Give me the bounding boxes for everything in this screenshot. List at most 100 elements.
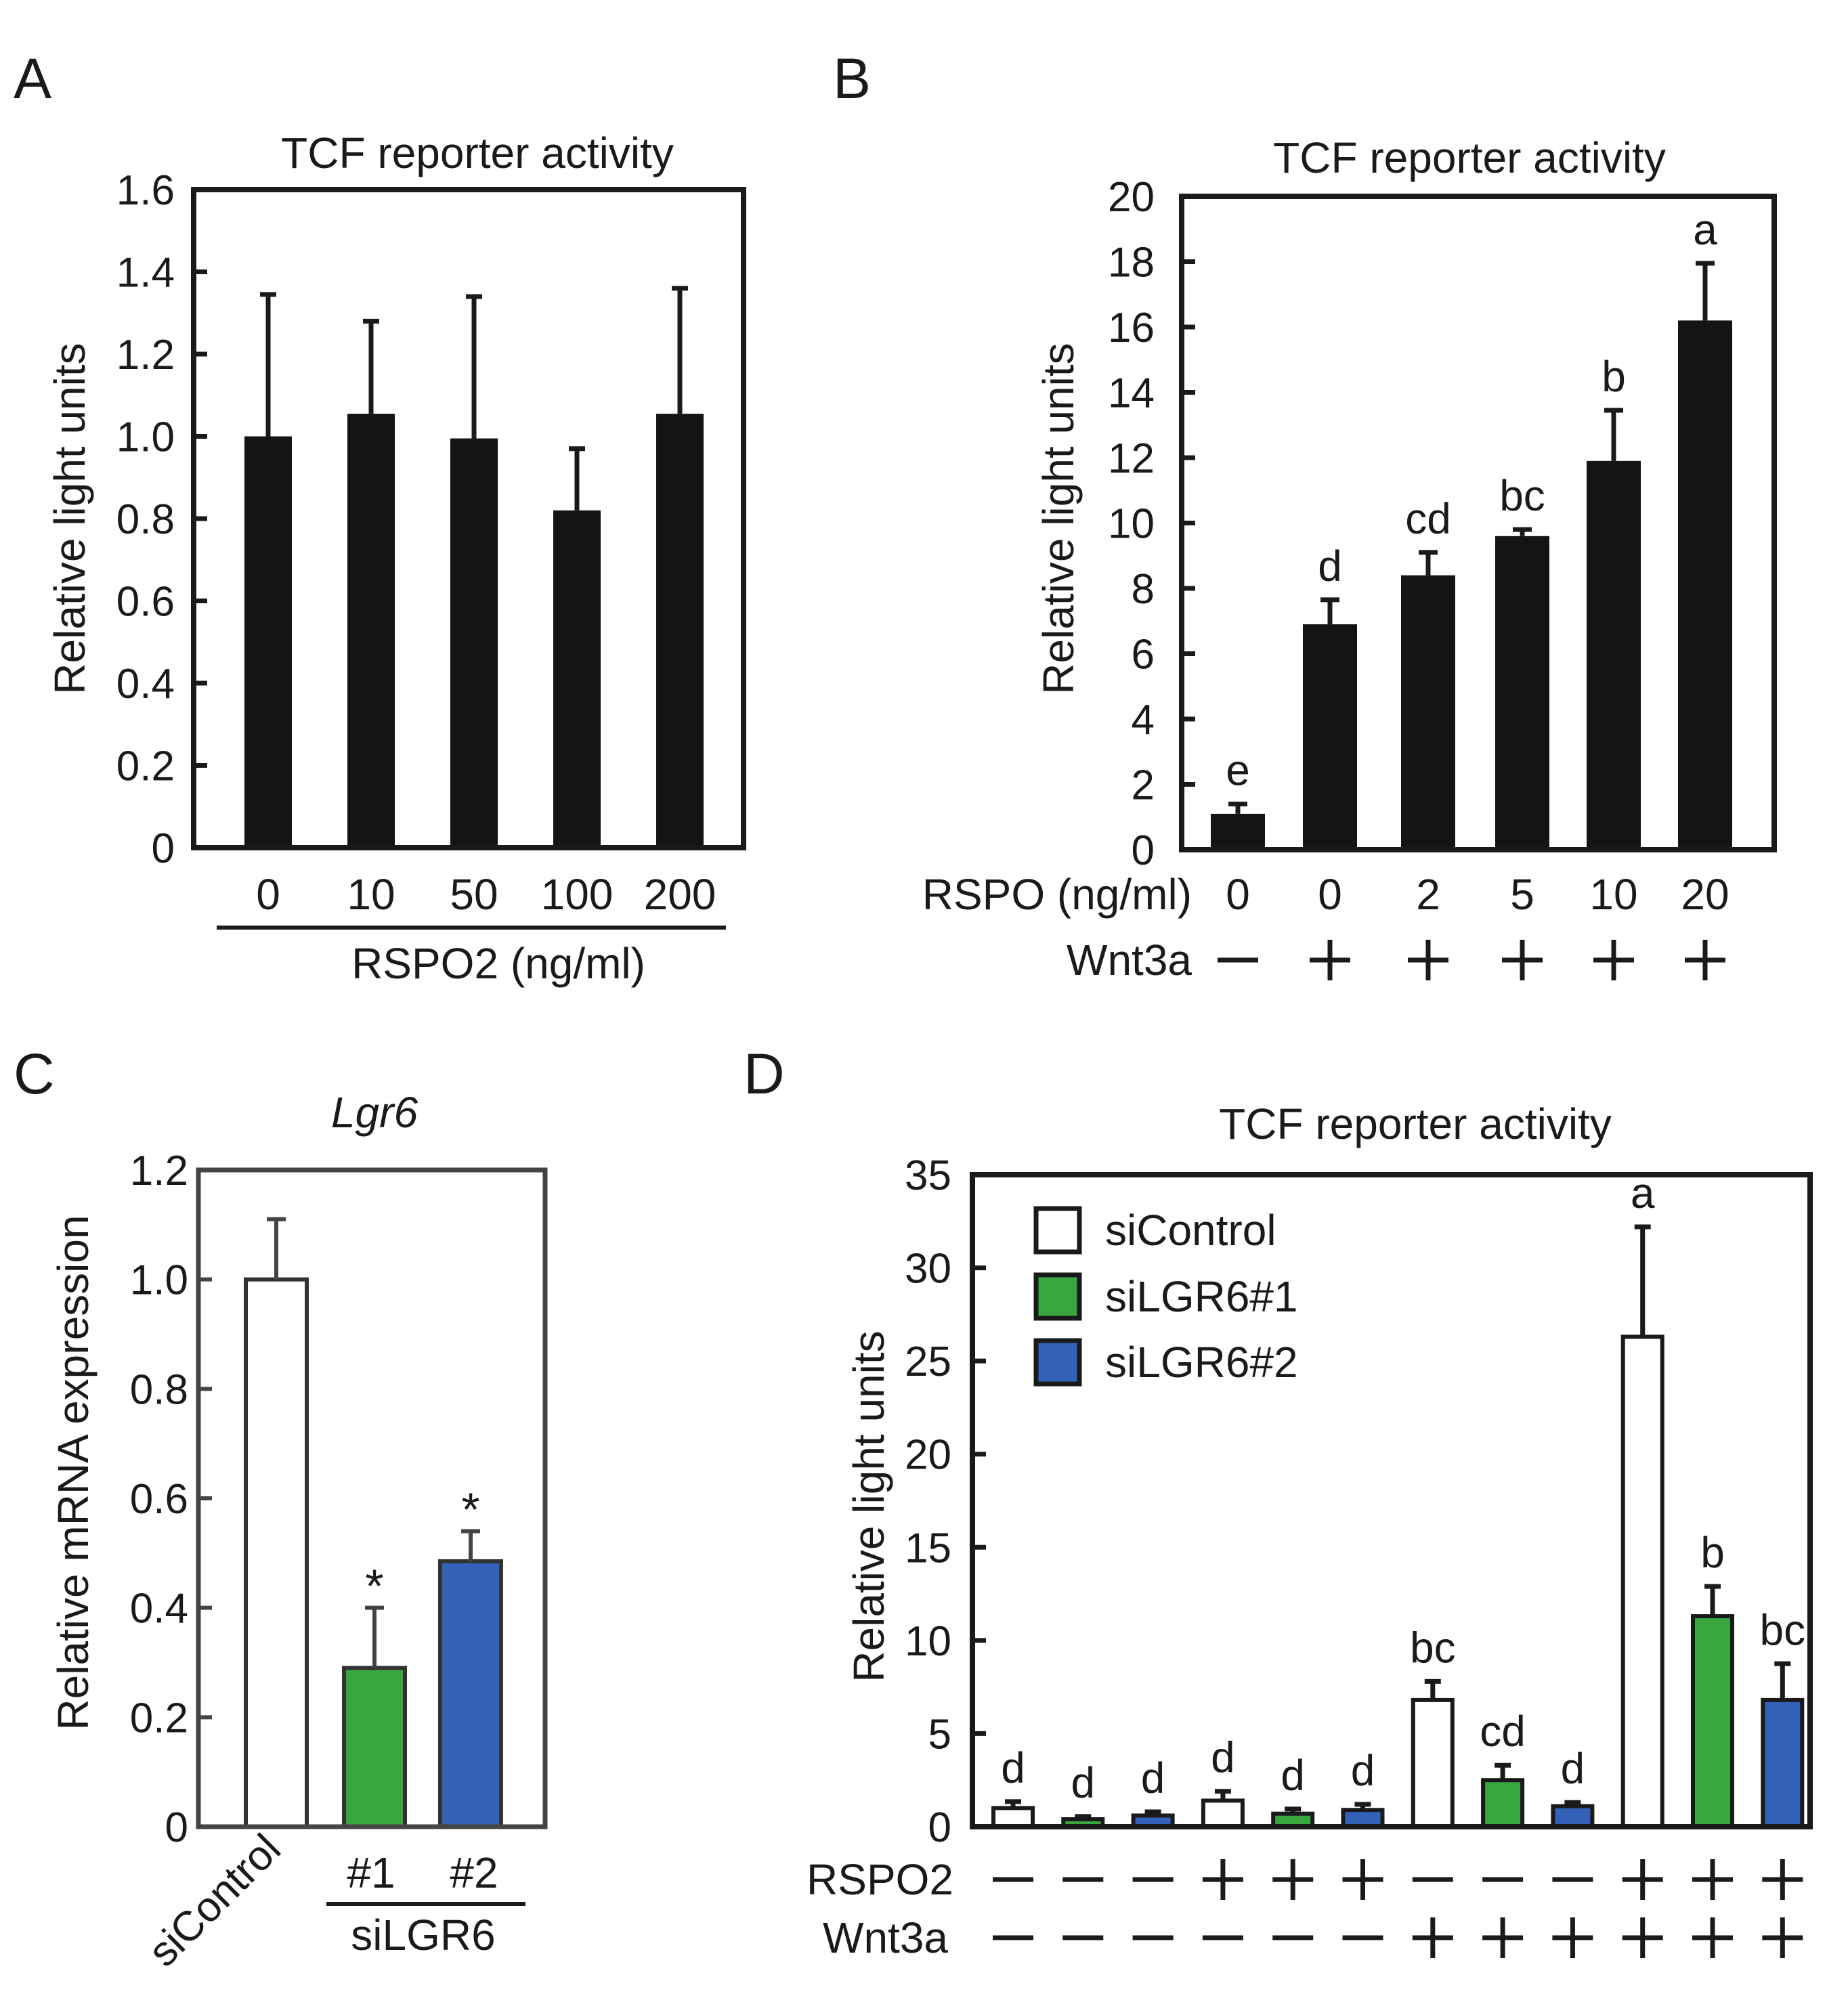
x-tick-label: 10	[347, 870, 395, 919]
bar	[438, 1559, 503, 1829]
row-label-rspo2: RSPO2	[807, 1855, 953, 1904]
significance-letter: b	[1700, 1528, 1725, 1577]
error-bar	[260, 292, 276, 437]
y-tick-label: 10	[905, 1618, 951, 1665]
plus-sign	[1762, 1859, 1803, 1900]
error-bar	[1228, 801, 1247, 814]
error-bar	[1424, 1678, 1441, 1700]
chart-d-title: TCF reporter activity	[1219, 1100, 1612, 1148]
plus-sign	[1622, 1859, 1663, 1900]
significance-letter: bc	[1410, 1623, 1456, 1672]
bar	[1401, 575, 1455, 850]
y-tick-label: 0	[1132, 827, 1155, 874]
x-tick-label: 5	[1510, 870, 1534, 919]
error-bar	[267, 1217, 286, 1280]
plus-sign	[1342, 1859, 1383, 1900]
error-bar	[363, 318, 379, 414]
plus-sign	[1692, 1859, 1733, 1900]
y-tick-label: 18	[1108, 240, 1155, 286]
error-bar	[1513, 527, 1532, 536]
error-bar	[1604, 408, 1623, 461]
plus-sign	[1622, 1917, 1663, 1958]
significance-star: *	[461, 1483, 479, 1536]
error-bar	[1774, 1661, 1791, 1700]
significance-letter: cd	[1405, 494, 1451, 543]
y-tick-label: 4	[1132, 697, 1155, 743]
error-bar	[461, 1529, 480, 1561]
bar	[1411, 1697, 1455, 1829]
bar	[1303, 624, 1357, 850]
panel-letter-a: A	[14, 47, 51, 110]
bar	[1678, 320, 1732, 850]
bar	[1551, 1804, 1595, 1829]
plus-sign	[1593, 940, 1634, 980]
panel-b: B TCF reporter activity Relative light un…	[833, 47, 1777, 984]
x-tick-label: siControl	[139, 1825, 290, 1976]
bar	[1691, 1614, 1734, 1829]
y-tick-label: 0	[928, 1804, 951, 1851]
bar	[1481, 1778, 1525, 1829]
significance-letter: d	[1071, 1758, 1096, 1807]
legend-swatch	[1033, 1338, 1082, 1387]
plus-sign	[1272, 1859, 1314, 1900]
y-tick-label: 25	[905, 1339, 951, 1385]
y-tick-label: 1.6	[116, 167, 175, 214]
error-bar	[1696, 261, 1715, 321]
y-tick-label: 0.2	[116, 743, 175, 790]
bar	[553, 510, 601, 848]
y-tick-label: 0.6	[116, 579, 175, 626]
error-bar	[1634, 1224, 1651, 1337]
bar	[1495, 536, 1549, 850]
significance-star: *	[365, 1560, 383, 1613]
error-bar	[1285, 1806, 1302, 1814]
plus-sign	[1685, 940, 1725, 980]
error-bar	[1214, 1789, 1231, 1801]
error-bar	[1354, 1802, 1371, 1810]
y-tick-label: 0	[152, 825, 175, 872]
chart-b-title: TCF reporter activity	[1273, 133, 1666, 182]
y-tick-label: 20	[1108, 174, 1155, 221]
row-label-wnt3a: Wnt3a	[1067, 936, 1192, 984]
significance-letter: bc	[1760, 1605, 1806, 1654]
plus-sign	[1552, 1917, 1593, 1958]
chart-a-title: TCF reporter activity	[281, 129, 674, 177]
plot-frame	[191, 187, 746, 850]
legend-label: siLGR6#1	[1105, 1272, 1298, 1321]
x-tick-label: 0	[1226, 870, 1250, 919]
significance-letter: d	[1351, 1746, 1375, 1795]
significance-letter: b	[1602, 352, 1626, 401]
significance-letter: d	[1141, 1754, 1165, 1802]
plus-sign	[1692, 1917, 1733, 1958]
plot-frame	[970, 1172, 1813, 1829]
y-tick-label: 1.2	[130, 1148, 188, 1194]
panel-letter-b: B	[833, 47, 871, 110]
plot-frame	[196, 1167, 548, 1829]
plus-sign	[1502, 940, 1543, 980]
panel-c: C Lgr6 Relative mRNA expression 0 0.2 0.4 0.6…	[14, 1042, 548, 1976]
y-tick-label: 16	[1108, 305, 1155, 351]
significance-letter: d	[1561, 1744, 1585, 1793]
y-tick-label: 35	[905, 1152, 951, 1199]
legend-swatch	[1033, 1206, 1082, 1255]
row-label-wnt3a: Wnt3a	[823, 1913, 948, 1962]
significance-letter: d	[1211, 1733, 1235, 1782]
x-tick-label: 200	[644, 870, 716, 919]
y-tick-label: 1.0	[116, 414, 175, 461]
y-tick-label: 1.0	[130, 1257, 188, 1304]
group-label: siLGR6	[351, 1911, 495, 1959]
legend-label: siLGR6#2	[1105, 1338, 1298, 1387]
x-tick-label: 0	[256, 870, 280, 919]
significance-letter: bc	[1499, 471, 1545, 520]
chart-c-title: Lgr6	[331, 1088, 418, 1137]
x-tick-label: #2	[450, 1848, 498, 1897]
bar	[450, 438, 498, 848]
chart-b-ylabel: Relative light units	[1034, 343, 1083, 694]
panel-d: D TCF reporter activity Relative light un…	[744, 1042, 1813, 1962]
plus-sign	[1412, 1917, 1453, 1958]
y-tick-label: 0.2	[130, 1695, 188, 1741]
x-tick-label: 100	[541, 870, 614, 919]
plus-sign	[1762, 1917, 1803, 1958]
significance-letter: e	[1226, 745, 1250, 794]
y-tick-label: 0	[165, 1804, 188, 1851]
